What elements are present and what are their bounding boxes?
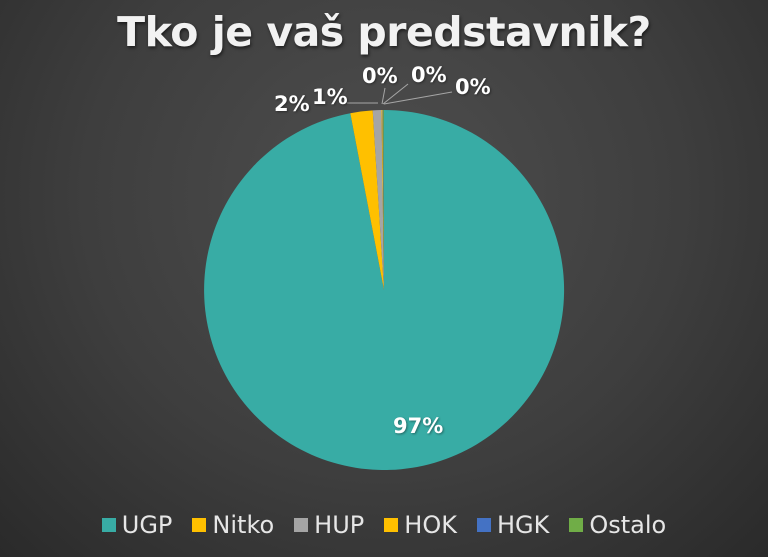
legend-item-hgk: HGK	[476, 511, 550, 539]
swatch-icon	[294, 518, 309, 532]
slice-hok	[381, 109, 384, 291]
swatch-icon	[384, 518, 399, 532]
leader-lines	[347, 83, 453, 105]
legend-item-ugp: UGP	[101, 511, 173, 539]
slice-hup	[372, 110, 384, 290]
legend-label: UGP	[121, 511, 173, 539]
swatch-icon	[569, 518, 584, 532]
legend-label: HUP	[314, 511, 365, 539]
label-hok: 0%	[362, 64, 398, 88]
label-nitko: 2%	[274, 92, 310, 116]
slice-ugp	[204, 109, 565, 471]
legend-label: HOK	[404, 511, 457, 539]
label-hup: 1%	[312, 85, 348, 109]
legend-item-ostalo: Ostalo	[569, 511, 666, 539]
legend-label: Nitko	[212, 511, 275, 539]
chart-title: Tko je vaš predstavnik?	[117, 8, 651, 56]
legend-item-hup: HUP	[294, 511, 364, 539]
legend-item-nitko: Nitko	[192, 511, 274, 539]
label-hgk: 0%	[411, 63, 447, 87]
slice-nitko	[350, 110, 384, 291]
swatch-icon	[101, 518, 116, 532]
label-ostalo: 0%	[455, 75, 491, 99]
legend-label: Ostalo	[589, 511, 667, 539]
label-ugp: 97%	[393, 414, 444, 438]
legend-label: HGK	[496, 511, 550, 539]
swatch-icon	[192, 518, 207, 532]
legend-item-hok: HOK	[384, 511, 457, 539]
slice-ostalo	[383, 109, 384, 290]
slice-hgk	[382, 109, 384, 291]
swatch-icon	[476, 518, 491, 532]
legend: UGP Nitko HUP HOK HGK Ostalo	[0, 511, 768, 539]
